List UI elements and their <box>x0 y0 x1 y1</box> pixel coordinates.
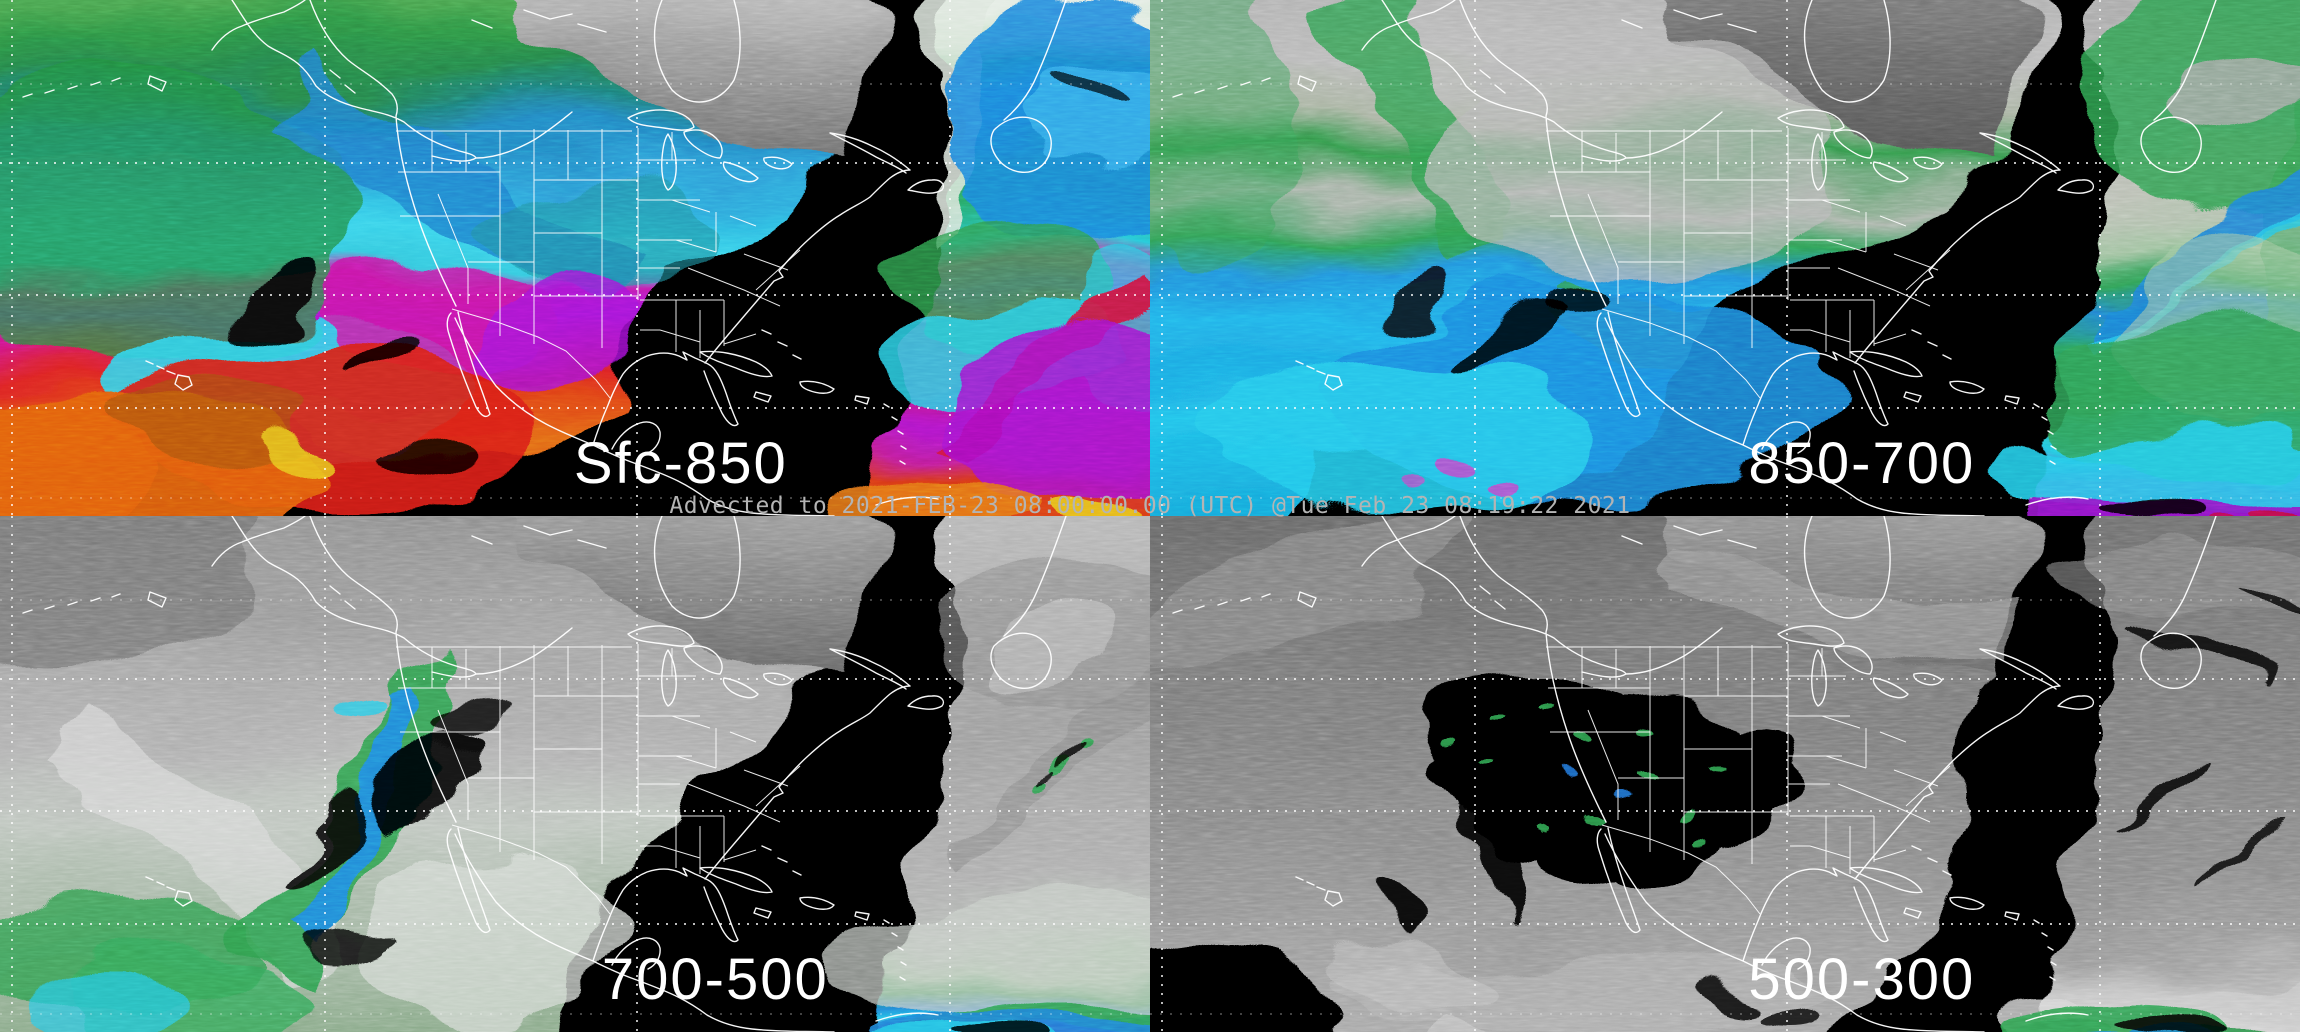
grain-texture <box>0 0 1150 516</box>
satellite-map-700-500 <box>0 516 1150 1032</box>
satellite-map-500-300 <box>1150 516 2300 1032</box>
grain-texture <box>0 516 1150 1032</box>
panel-label-850-700: 850-700 <box>1748 431 1976 496</box>
timestamp-annotation: Advected to 2021-FEB-23 08:00:00.00 (UTC… <box>669 493 1631 519</box>
satellite-map-850-700 <box>1150 0 2300 516</box>
panel-label-sfc-850: Sfc-850 <box>573 431 788 496</box>
panel-500-300: 500-300 <box>1150 516 2300 1032</box>
panel-label-700-500: 700-500 <box>601 947 829 1012</box>
panel-700-500: 700-500 <box>0 516 1150 1032</box>
grain-texture <box>1150 516 2300 1032</box>
grain-texture <box>1150 0 2300 516</box>
panel-850-700: 850-700 <box>1150 0 2300 516</box>
panel-sfc-850: Sfc-850 <box>0 0 1150 516</box>
panel-label-500-300: 500-300 <box>1748 947 1976 1012</box>
satellite-map-sfc-850 <box>0 0 1150 516</box>
